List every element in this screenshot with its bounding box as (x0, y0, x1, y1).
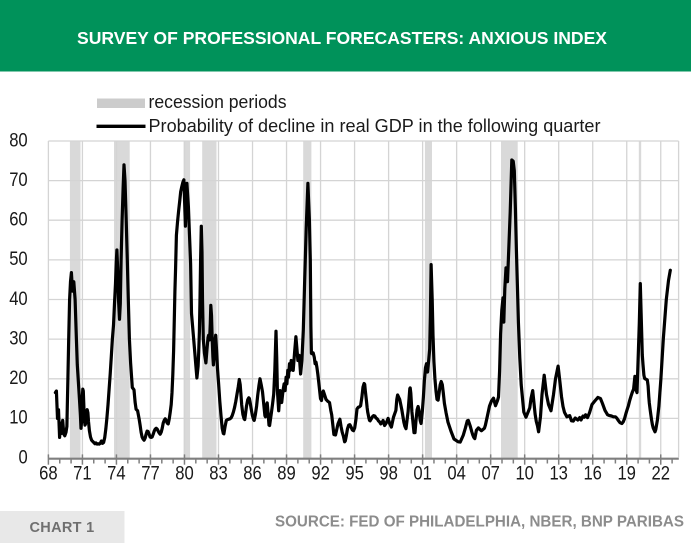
svg-text:80: 80 (9, 130, 28, 151)
svg-text:07: 07 (481, 464, 500, 485)
svg-text:01: 01 (413, 464, 432, 485)
svg-text:16: 16 (583, 464, 602, 485)
svg-text:04: 04 (447, 464, 466, 485)
svg-text:SOURCE: FED OF PHILADELPHIA, N: SOURCE: FED OF PHILADELPHIA, NBER, BNP P… (275, 514, 684, 531)
svg-text:10: 10 (9, 408, 28, 429)
svg-text:20: 20 (9, 368, 28, 389)
svg-text:50: 50 (9, 249, 28, 270)
svg-text:Probability of decline in real: Probability of decline in real GDP in th… (149, 116, 601, 136)
svg-text:13: 13 (549, 464, 568, 485)
svg-text:68: 68 (39, 464, 58, 485)
svg-text:22: 22 (652, 464, 671, 485)
svg-text:92: 92 (311, 464, 330, 485)
svg-text:83: 83 (209, 464, 228, 485)
svg-text:71: 71 (73, 464, 92, 485)
svg-text:CHART 1: CHART 1 (30, 520, 95, 536)
svg-text:74: 74 (107, 464, 126, 485)
svg-text:SURVEY OF PROFESSIONAL FORECAS: SURVEY OF PROFESSIONAL FORECASTERS: ANXI… (77, 28, 607, 48)
svg-text:95: 95 (345, 464, 364, 485)
svg-text:19: 19 (617, 464, 636, 485)
svg-text:recession periods: recession periods (149, 92, 287, 112)
svg-text:86: 86 (243, 464, 262, 485)
svg-text:30: 30 (9, 328, 28, 349)
svg-text:40: 40 (9, 289, 28, 310)
svg-text:10: 10 (515, 464, 534, 485)
svg-text:60: 60 (9, 210, 28, 231)
svg-text:70: 70 (9, 170, 28, 191)
svg-text:98: 98 (379, 464, 398, 485)
svg-text:0: 0 (19, 447, 28, 468)
svg-text:80: 80 (175, 464, 194, 485)
svg-text:89: 89 (277, 464, 296, 485)
svg-text:77: 77 (141, 464, 160, 485)
